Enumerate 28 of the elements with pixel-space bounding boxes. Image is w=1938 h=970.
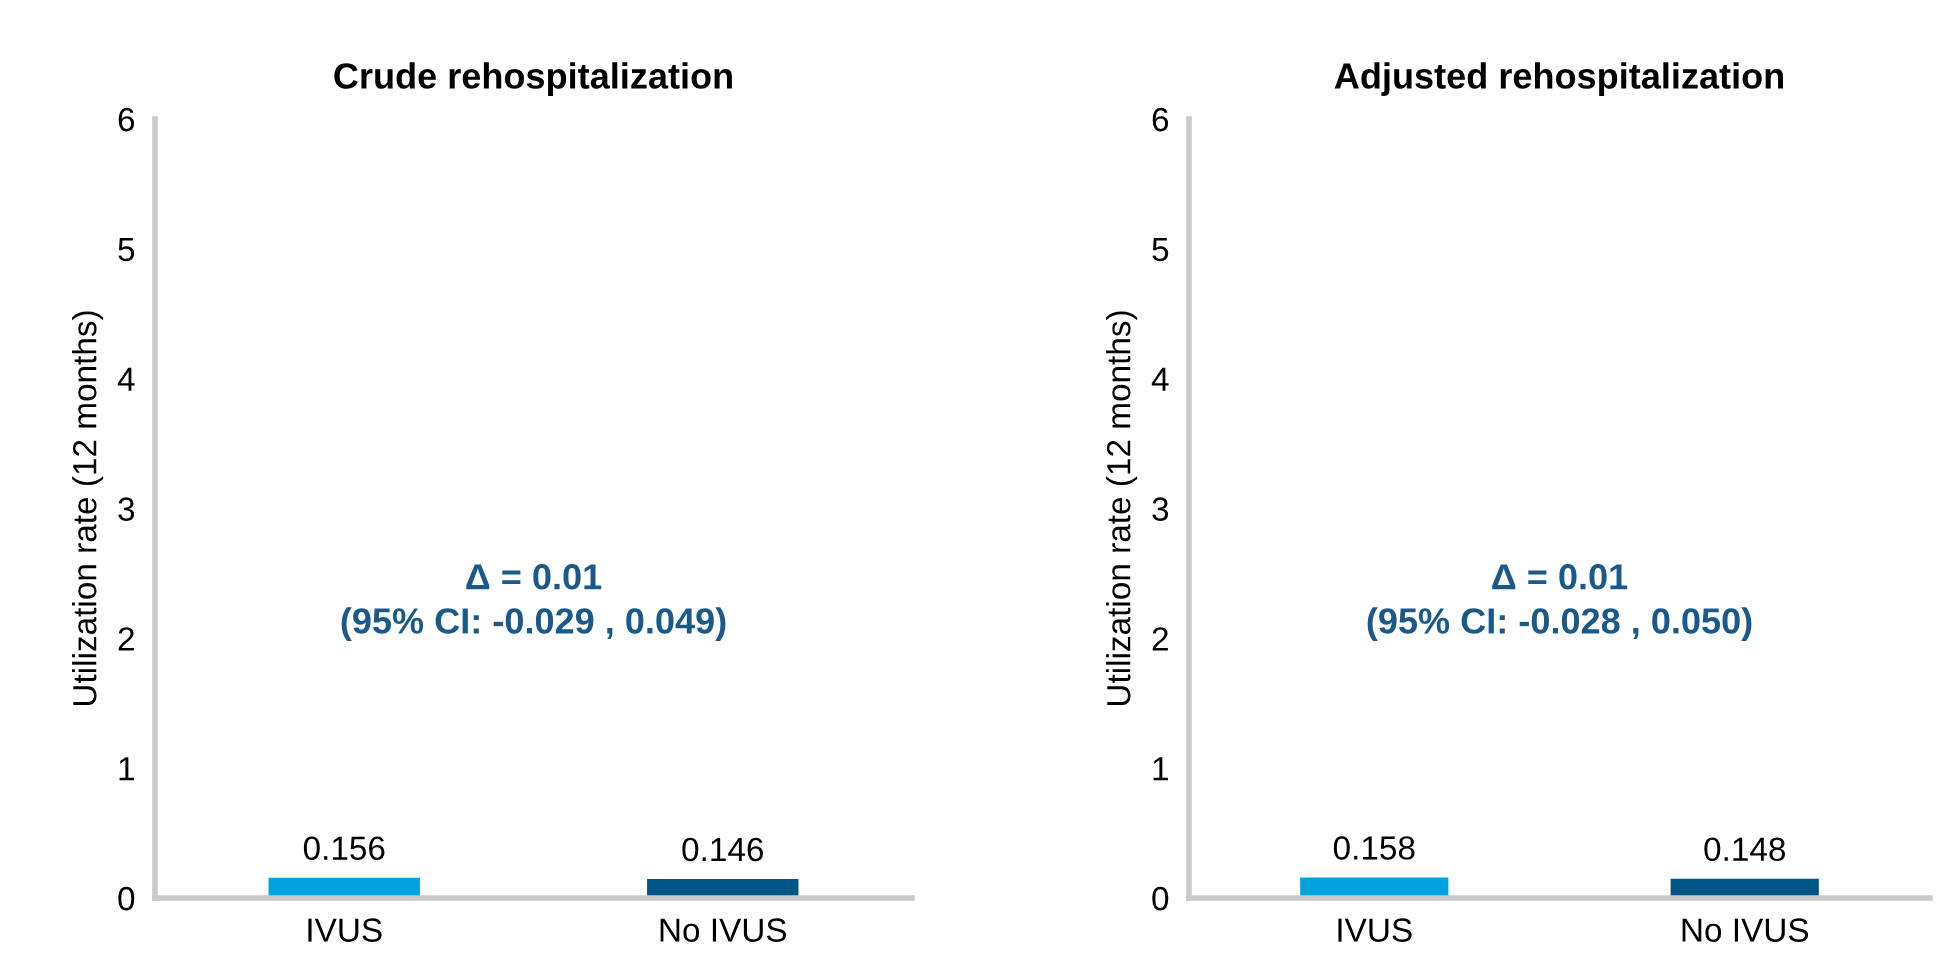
x-tick-label: No IVUS [660, 918, 787, 942]
y-tick-label: 4 [117, 367, 135, 391]
x-tick-label: IVUS [1338, 918, 1412, 942]
data-label: 0.146 [682, 837, 763, 862]
chart-title: Adjusted rehospitalization [1334, 62, 1783, 96]
data-label: 0.158 [1333, 836, 1415, 860]
y-tick-label: 0 [118, 886, 135, 911]
data-label: 0.156 [303, 836, 385, 861]
data-label: 0.148 [1704, 837, 1786, 862]
y-tick-label: 2 [1152, 627, 1168, 651]
y-tick-label: 2 [118, 627, 134, 651]
x-tick-label: No IVUS [1682, 918, 1809, 942]
y-axis-title: Utilization rate (12 months) [1106, 311, 1138, 706]
y-tick-label: 5 [1152, 237, 1169, 262]
y-tick-label: 3 [1152, 497, 1169, 521]
annotation: Δ = 0.01 (95% CI: -0.028 , 0.050) [1367, 564, 1752, 641]
y-tick-label: 1 [119, 757, 134, 781]
annotation: Δ = 0.01 (95% CI: -0.029 , 0.049) [341, 564, 726, 641]
y-axis-title: Utilization rate (12 months) [72, 311, 104, 706]
x-tick-label: IVUS [308, 918, 382, 942]
y-tick-label: 6 [118, 107, 135, 132]
y-tick-label: 1 [1153, 757, 1168, 781]
y-tick-label: 3 [118, 497, 135, 521]
y-tick-label: 6 [1152, 107, 1169, 132]
y-tick-label: 0 [1152, 886, 1169, 911]
y-tick-label: 4 [1151, 367, 1169, 391]
chart-title: Crude rehospitalization [334, 62, 732, 96]
y-tick-label: 5 [118, 237, 135, 262]
